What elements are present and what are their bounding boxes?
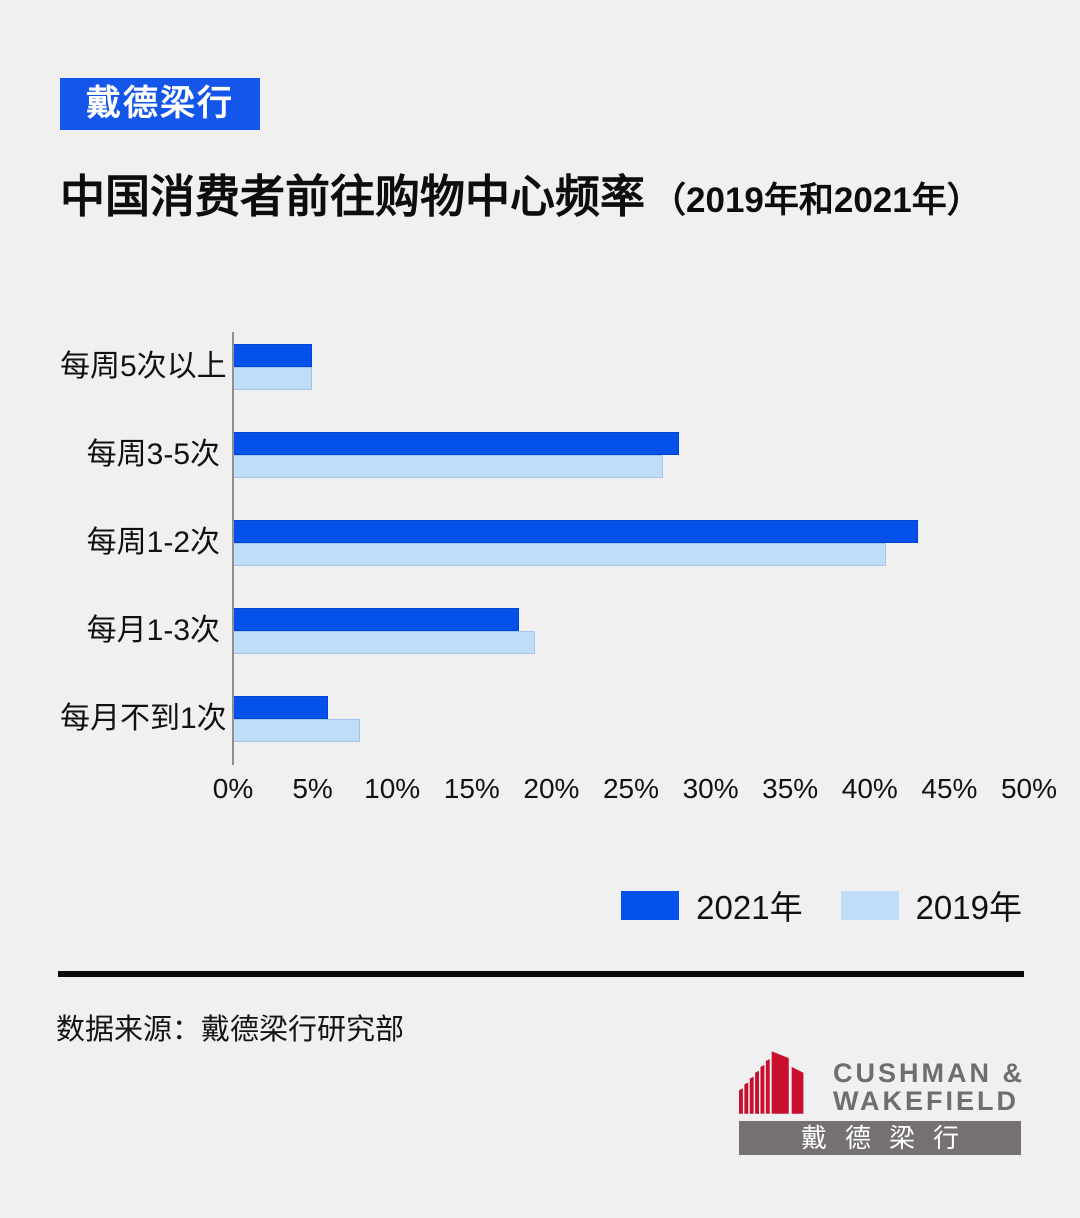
title-main: 中国消费者前往购物中心频率 [60,171,646,222]
x-axis: 0% 5% 10% 15% 20% 25% 30% 35% 40% 45% 50% [213,773,1057,809]
bar-group [232,696,1030,742]
legend-label: 2021年 [696,889,803,926]
bar-2021年 [232,344,312,367]
bar-2021年 [232,696,328,719]
x-tick-label: 35% [762,773,819,804]
legend-item: 2019年 [840,881,1022,929]
category-label: 每月不到1次 [60,702,227,735]
logo-top: CUSHMAN & WAKEFIELD [739,1048,1022,1115]
company-logo: CUSHMAN & WAKEFIELD 戴德梁行 [739,1048,1022,1155]
footer-divider [58,971,1024,977]
bar-group [232,432,1030,478]
bar-2019年 [232,631,536,654]
chart-legend: 2021年 2019年 [621,881,1022,929]
bar-2019年 [232,367,312,390]
logo-line1: CUSHMAN & [833,1057,1025,1088]
x-tick-label: 50% [1000,773,1058,804]
bar-row: 每周5次以上 [60,344,1030,390]
bar-group [232,520,1030,566]
legend-label: 2019年 [915,889,1022,926]
x-tick-label: 30% [682,773,739,804]
logo-line2: WAKEFIELD [833,1085,1019,1116]
bar-2021年 [232,608,520,631]
x-tick-label: 15% [443,773,500,804]
bar-2021年 [232,432,679,455]
category-label: 每月1-3次 [86,614,220,647]
bar-row: 每月1-3次 [60,608,1030,654]
x-tick-label: 10% [364,773,421,804]
legend-item: 2021年 [621,881,803,929]
chart-rows: 每周5次以上每周3-5次 每周1-2次 每月1-3次每月不到1次 [60,332,1030,742]
x-tick-label: 0% [212,773,254,804]
bar-group [232,344,1030,390]
bar-group [232,608,1030,654]
bar-2021年 [232,520,919,543]
y-axis-line [232,332,234,765]
bar-2019年 [232,455,663,478]
category-label: 每周1-2次 [86,526,220,559]
brand-badge: 戴德梁行 [60,78,261,130]
building-icon [739,1051,804,1114]
legend-swatch [621,890,680,920]
bar-2019年 [232,543,887,566]
bar-chart: 每周5次以上每周3-5次 每周1-2次 每月1-3次每月不到1次 0% 5% 10% 15… [60,332,1057,820]
data-source: 数据来源：戴德梁行研究部 [56,1014,405,1046]
x-tick-label: 5% [292,773,333,804]
x-tick-label: 25% [602,773,660,804]
x-tick-label: 45% [921,773,978,804]
category-label: 每周5次以上 [60,350,227,383]
brand-badge-label: 戴德梁行 [86,84,235,123]
logo-wordmark: CUSHMAN & WAKEFIELD [833,1059,1025,1115]
x-tick-label: 40% [841,773,898,804]
category-label: 每周3-5次 [86,438,220,471]
legend-swatch [840,890,899,920]
bar-row: 每周1-2次 [60,520,1030,566]
title-suffix: （2019年和2021年） [651,181,982,220]
bar-row: 每月不到1次 [60,696,1030,742]
bar-2019年 [232,719,360,742]
page-title: 中国消费者前往购物中心频率 （2019年和2021年） [60,160,1050,225]
bar-row: 每周3-5次 [60,432,1030,478]
x-tick-label: 20% [523,773,580,804]
logo-banner: 戴德梁行 [739,1121,1021,1155]
